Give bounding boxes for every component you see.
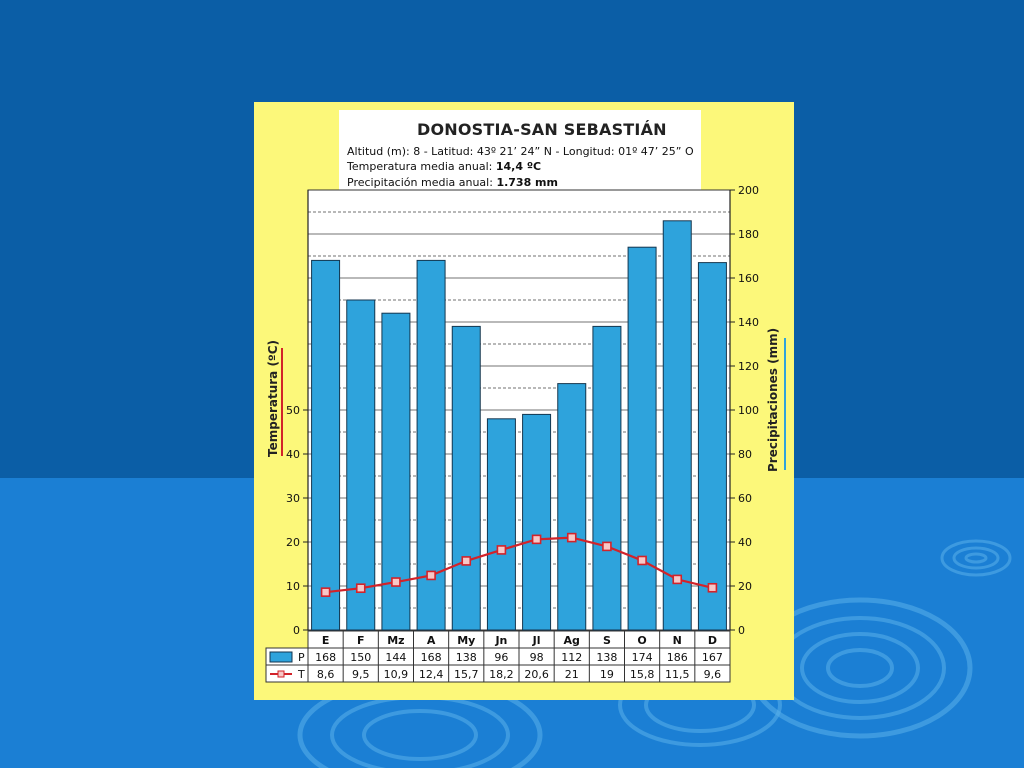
temperature-value-ag: 21 <box>565 668 579 681</box>
precipitation-bar-f <box>346 299 376 631</box>
right-tick-label: 100 <box>738 404 759 417</box>
precipitation-legend-key <box>269 651 293 663</box>
precipitation-value-e: 168 <box>315 651 336 664</box>
temperature-point-ag <box>566 532 577 543</box>
temperature-value-jn: 18,2 <box>489 668 513 681</box>
temperature-value-e: 8,6 <box>317 668 335 681</box>
precipitation-bar-ag <box>557 383 587 631</box>
right-tick-label: 0 <box>738 624 745 637</box>
precipitation-legend-label: P <box>298 651 305 664</box>
left-tick-label: 30 <box>286 492 300 505</box>
precipitation-value-jn: 96 <box>494 651 508 664</box>
month-label-o: O <box>637 634 646 647</box>
temperature-point-jn <box>496 545 507 555</box>
precipitation-bar-mz <box>381 312 411 631</box>
temperature-value-o: 15,8 <box>630 668 655 681</box>
climograph-chart: 0 10 20 30 40 50 0 20 40 60 80 100 120 140 160 180 200 E 1… <box>265 184 786 683</box>
temperature-point-s <box>602 541 612 552</box>
month-label-jl: Jl <box>532 634 541 647</box>
month-label-d: D <box>708 634 717 647</box>
precipitation-bar-d <box>697 262 727 631</box>
mean-precipitation-line: Precipitación media anual: 1.738 mm <box>347 176 558 189</box>
right-tick-label: 40 <box>738 536 752 549</box>
temperature-value-my: 15,7 <box>454 668 479 681</box>
month-label-mz: Mz <box>387 634 404 647</box>
precipitation-value-o: 174 <box>632 651 653 664</box>
station-title: DONOSTIA-SAN SEBASTIÁN <box>417 120 667 139</box>
right-axis-title: Precipitaciones (mm) <box>766 327 780 472</box>
left-tick-label: 10 <box>286 580 300 593</box>
precipitation-value-ag: 112 <box>561 651 582 664</box>
left-tick-label: 50 <box>286 404 300 417</box>
month-label-f: F <box>357 634 365 647</box>
precipitation-value-n: 186 <box>667 651 688 664</box>
precipitation-value-a: 168 <box>421 651 442 664</box>
precipitation-bar-my <box>451 325 481 631</box>
temperature-point-e <box>320 587 331 597</box>
right-tick-label: 200 <box>738 184 759 197</box>
temperature-legend-marker <box>277 670 285 678</box>
left-axis-title: Temperatura (ºC) <box>266 340 280 457</box>
month-label-my: My <box>457 634 475 647</box>
station-location: Altitud (m): 8 - Latitud: 43º 21’ 24” N … <box>347 145 694 158</box>
right-tick-label: 160 <box>738 272 759 285</box>
mean-precipitation-value: 1.738 mm <box>496 176 558 189</box>
temperature-point-a <box>426 570 436 581</box>
temperature-value-s: 19 <box>600 668 614 681</box>
precipitation-bar-e <box>311 259 341 631</box>
precipitation-bar-jl <box>522 413 552 631</box>
month-label-e: E <box>322 634 330 647</box>
right-tick-label: 120 <box>738 360 759 373</box>
temperature-point-d <box>707 582 718 593</box>
left-tick-label: 20 <box>286 536 300 549</box>
temperature-legend-label: T <box>297 668 305 681</box>
temperature-value-n: 11,5 <box>665 668 690 681</box>
right-tick-label: 180 <box>738 228 759 241</box>
precipitation-value-my: 138 <box>456 651 477 664</box>
right-tick-label: 80 <box>738 448 752 461</box>
mean-temperature-label: Temperatura media anual: <box>347 160 496 173</box>
month-label-a: A <box>427 634 436 647</box>
precipitation-bar-a <box>416 259 446 631</box>
precipitation-value-d: 167 <box>702 651 723 664</box>
right-tick-label: 140 <box>738 316 759 329</box>
temperature-point-mz <box>391 577 401 587</box>
temperature-value-f: 9,5 <box>352 668 370 681</box>
temperature-value-a: 12,4 <box>419 668 444 681</box>
precipitation-value-jl: 98 <box>530 651 544 664</box>
climograph-panel: DONOSTIA-SAN SEBASTIÁN Altitud (m): 8 - … <box>254 102 794 700</box>
temperature-point-n <box>672 574 683 585</box>
temperature-point-jl <box>531 534 542 545</box>
month-label-s: S <box>603 634 611 647</box>
mean-temperature-value: 14,4 ºC <box>495 160 542 173</box>
temperature-line <box>325 536 713 594</box>
temperature-point-o <box>637 555 647 566</box>
temperature-point-my <box>461 556 472 566</box>
station-info-box: DONOSTIA-SAN SEBASTIÁN Altitud (m): 8 - … <box>339 110 701 190</box>
mean-precipitation-label: Precipitación media anual: <box>347 176 497 189</box>
month-label-jn: Jn <box>494 634 507 647</box>
mean-temperature-line: Temperatura media anual: 14,4 ºC <box>347 160 541 173</box>
left-tick-label: 0 <box>293 624 300 637</box>
temperature-value-jl: 20,6 <box>524 668 549 681</box>
precipitation-value-mz: 144 <box>385 651 406 664</box>
month-label-n: N <box>673 634 682 647</box>
month-label-ag: Ag <box>564 634 580 647</box>
temperature-value-d: 9,6 <box>704 668 722 681</box>
precipitation-value-f: 150 <box>350 651 371 664</box>
temperature-value-mz: 10,9 <box>384 668 409 681</box>
right-tick-label: 60 <box>738 492 752 505</box>
precipitation-bar-n <box>662 220 692 631</box>
temperature-point-f <box>355 583 366 594</box>
right-tick-label: 20 <box>738 580 752 593</box>
precipitation-bar-s <box>592 325 622 631</box>
precipitation-value-s: 138 <box>596 651 617 664</box>
precipitation-bar-o <box>627 246 657 631</box>
left-tick-label: 40 <box>286 448 300 461</box>
precipitation-bar-jn <box>486 418 516 631</box>
